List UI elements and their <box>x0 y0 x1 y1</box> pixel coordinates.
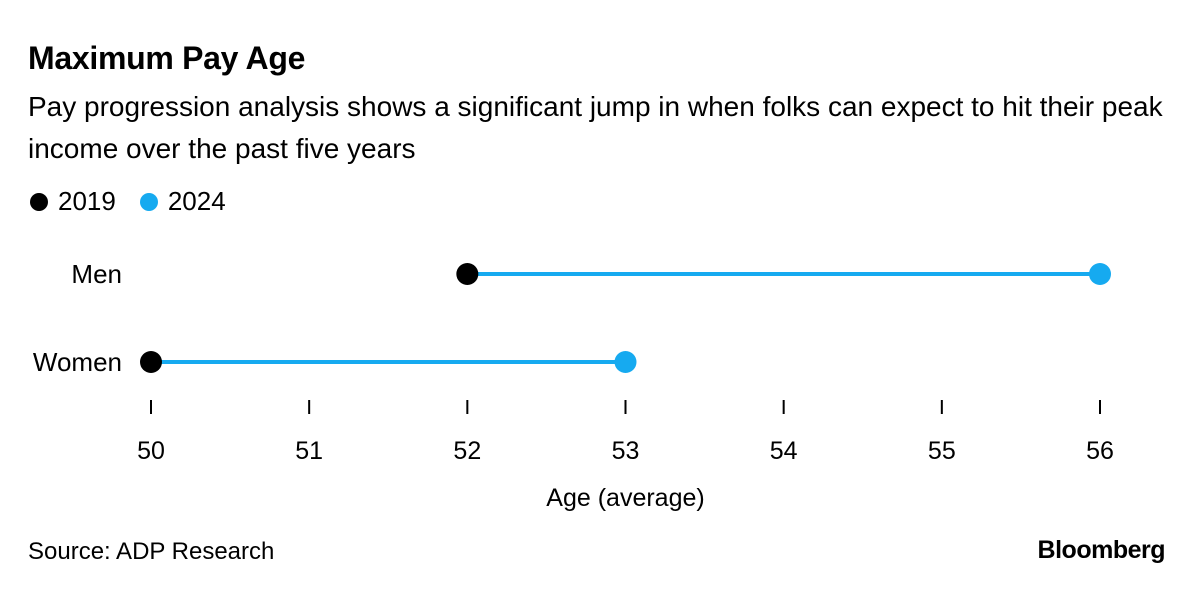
x-tick-label-54: 54 <box>770 437 798 465</box>
legend: 2019 2024 <box>30 186 250 217</box>
category-label-women: Women <box>33 347 122 377</box>
chart-subtitle: Pay progression analysis shows a signifi… <box>28 91 1163 164</box>
x-tick-label-56: 56 <box>1086 437 1114 465</box>
legend-label-2024: 2024 <box>167 186 226 216</box>
x-tick-label-52: 52 <box>453 437 481 465</box>
x-tick-label-53: 53 <box>612 437 640 465</box>
point-men-2019 <box>456 263 479 285</box>
x-axis-label: Age (average) <box>546 484 704 512</box>
legend-label-2019: 2019 <box>58 186 116 216</box>
category-label-men: Men <box>71 259 122 289</box>
point-men-2024 <box>1089 263 1111 285</box>
x-tick-label-50: 50 <box>137 437 165 465</box>
x-tick-label-55: 55 <box>928 437 956 465</box>
legend-item-2019: 2019 <box>30 186 116 217</box>
point-women-2024 <box>614 351 637 373</box>
legend-swatch-2019 <box>30 192 48 211</box>
bloomberg-logo: Bloomberg <box>1037 536 1166 564</box>
x-tick-label-51: 51 <box>295 437 323 465</box>
source-note: Source: ADP Research <box>28 538 275 565</box>
chart-title: Maximum Pay Age <box>28 40 306 76</box>
point-women-2019 <box>140 351 162 373</box>
legend-item-2024: 2024 <box>139 186 226 217</box>
legend-swatch-2024 <box>139 192 158 211</box>
